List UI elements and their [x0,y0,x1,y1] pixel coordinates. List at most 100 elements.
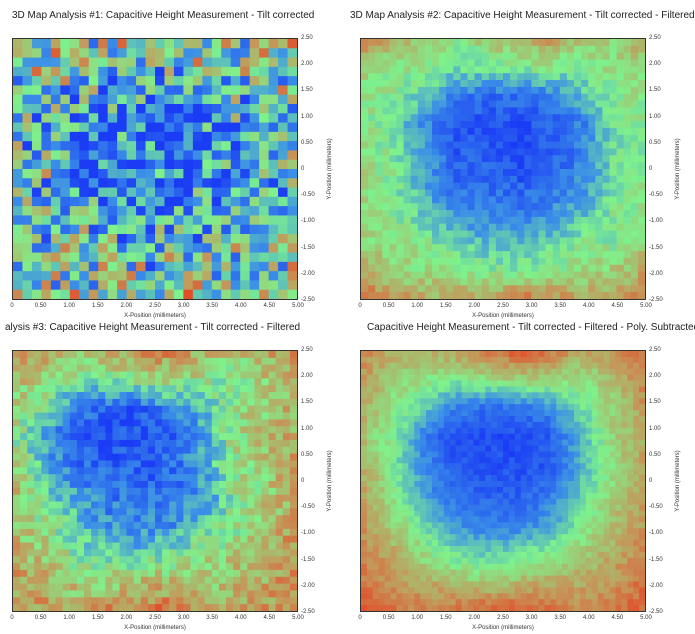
heatmap-cell [41,243,52,254]
heatmap-cell [432,457,439,464]
heatmap-cell [204,583,213,592]
heatmap-cell [136,131,147,142]
heatmap-cell [581,121,589,129]
heatmap-cell [202,113,213,124]
heatmap-cell [609,182,618,191]
heatmap-cell [140,405,149,414]
heatmap-cell [627,457,634,464]
heatmap-cell [414,439,421,447]
heatmap-cell [117,196,128,207]
heatmap-cell [574,356,581,364]
heatmap-cell [432,278,440,286]
heatmap-cell [289,481,297,489]
heatmap-cell [91,583,99,592]
heatmap-cell [126,467,135,475]
heatmap-cell [240,39,251,49]
heatmap-cell [268,159,279,170]
heatmap-cell [479,463,486,470]
heatmap-cell [384,392,392,399]
heatmap-cell [361,257,369,266]
heatmap-cell [520,374,528,382]
heatmap-cell [13,206,24,217]
heatmap-cell [202,234,213,244]
heatmap-cell [410,230,419,239]
heatmap-cell [112,446,121,455]
heatmap-cell [211,542,220,551]
heatmap-cell [145,289,156,299]
heatmap-cell [585,451,593,458]
heatmap-cell [609,386,617,393]
heatmap-cell [268,39,279,49]
heatmap-cell [133,378,142,386]
heatmap-cell [446,66,454,74]
heatmap-cell [218,392,227,400]
x-tick-label: 4.00 [234,615,247,621]
heatmap-cell [233,385,241,393]
heatmap-cell [34,487,42,496]
heatmap-cell [98,76,109,87]
heatmap-cell [268,563,277,571]
heatmap-cell [190,351,199,359]
heatmap-cell [126,501,135,509]
heatmap-cell [117,178,128,189]
heatmap-cell [112,542,121,551]
heatmap-cell [366,439,374,447]
heatmap-cell [69,178,80,189]
heatmap-cell [50,76,61,87]
heatmap-cell [218,453,227,462]
heatmap-cell [69,159,80,170]
heatmap-cell [176,583,184,592]
heatmap-cell [278,104,289,114]
heatmap-cell [368,237,376,245]
heatmap-cell [382,134,390,143]
heatmap-cell [233,549,241,557]
heatmap-cell [396,59,405,67]
heatmap-cell [218,474,227,482]
heatmap-cell [602,80,611,88]
heatmap-cell [98,453,106,462]
heatmap-cell [603,416,611,423]
heatmap-cell [147,487,156,496]
heatmap-cell [526,374,534,382]
heatmap-cell [455,351,463,358]
heatmap-cell [261,494,270,503]
heatmap-cell [460,134,469,143]
heatmap-cell [559,114,568,122]
heatmap-cell [639,374,645,382]
heatmap-cell [389,100,398,109]
heatmap-cell [240,433,248,441]
heatmap-cell [396,374,404,382]
heatmap-cell [249,85,260,96]
heatmap-cell [126,280,137,291]
heatmap-cell [574,251,582,259]
heatmap-cell [410,86,419,95]
heatmap-cell [390,469,398,476]
heatmap-cell [169,597,177,605]
heatmap-cell [62,501,71,509]
heatmap-cell [396,451,404,458]
heatmap-cell [136,57,147,68]
heatmap-cell [439,182,447,191]
heatmap-cell [417,45,426,54]
heatmap-cell [581,66,589,74]
heatmap-cell [197,535,206,544]
heatmap-cell [55,487,64,496]
heatmap-cell [581,182,589,191]
heatmap-cell [98,94,109,105]
heatmap-cell [31,280,42,291]
heatmap-cell [420,451,427,458]
heatmap-cell [55,446,64,455]
heatmap-cell [595,285,603,293]
heatmap-cell [79,48,90,59]
heatmap-cell [34,549,42,557]
heatmap-cell [112,364,121,373]
heatmap-cell [55,371,64,379]
heatmap-cell [361,39,369,47]
heatmap-cell [202,178,213,189]
heatmap-cell [531,285,540,293]
heatmap-cell [481,230,490,239]
heatmap-cell [289,385,297,393]
heatmap-cell [408,439,415,447]
heatmap-cell [126,122,137,133]
heatmap-cell [597,404,605,411]
